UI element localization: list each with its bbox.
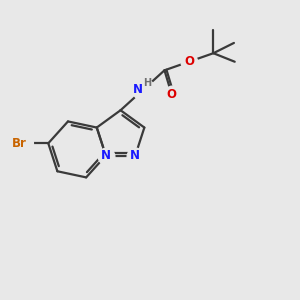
- Text: O: O: [184, 55, 194, 68]
- Text: N: N: [101, 149, 111, 162]
- Text: Br: Br: [11, 137, 26, 150]
- Text: O: O: [167, 88, 177, 101]
- Text: N: N: [133, 83, 143, 96]
- Text: N: N: [130, 149, 140, 162]
- Text: H: H: [143, 78, 151, 88]
